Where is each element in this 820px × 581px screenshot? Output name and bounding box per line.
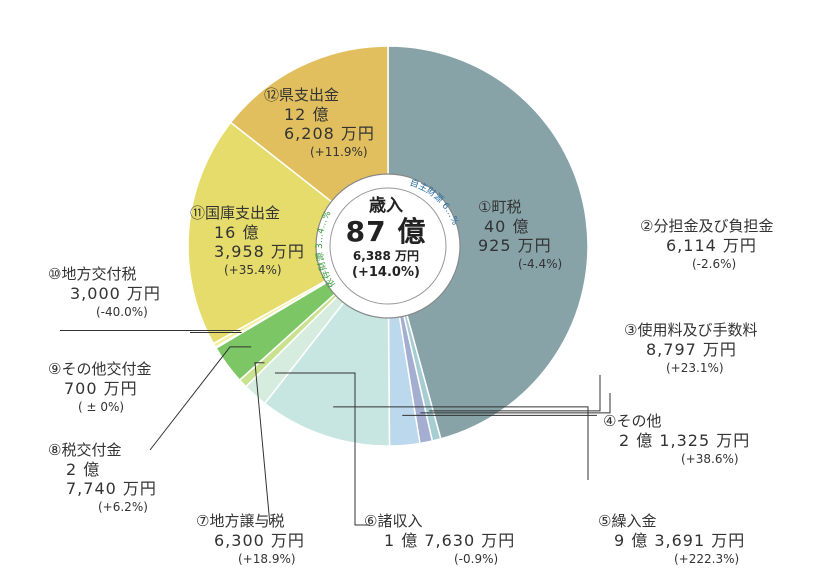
label-local-transfer-tax: ⑦地方譲与税 6,300 万円 (+18.9%) <box>196 512 305 566</box>
label-local-allocation-tax: ⑩地方交付税 3,000 万円 (-40.0%) <box>48 265 161 319</box>
center-total-change: (+14.0%) <box>352 265 420 280</box>
label-prefecture-subsidy: ⑫県支出金 12 億 6,208 万円 (+11.9%) <box>264 86 375 159</box>
leader-line-8 <box>149 346 252 451</box>
label-tax-grant: ⑧税交付金 2 億 7,740 万円 (+6.2%) <box>48 441 157 514</box>
leader-line-2 <box>429 375 601 412</box>
leader-lines <box>60 330 611 526</box>
label-other: ④その他 2 億 1,325 万円 (+38.6%) <box>603 412 751 466</box>
center-inner-ring <box>329 187 447 305</box>
pie-slice-1 <box>387 45 589 440</box>
label-burden: ②分担金及び負担金 6,114 万円 (-2.6%) <box>640 217 774 271</box>
leader-line-7 <box>254 362 271 526</box>
label-misc-income: ⑥諸収入 1 億 7,630 万円 (-0.9%) <box>364 512 516 566</box>
leader-line-6 <box>274 372 370 526</box>
label-transfer: ⑤繰入金 9 億 3,691 万円 (+222.3%) <box>598 512 746 566</box>
center-title: 歳入 <box>369 196 403 216</box>
center-total-sub: 6,388 万円 <box>352 249 420 263</box>
label-town-tax: ①町税 40 億 925 万円 (-4.4%) <box>478 198 563 271</box>
center-total-value: 87 億 <box>345 215 427 248</box>
label-fees: ③使用料及び手数料 8,797 万円 (+23.1%) <box>624 321 758 375</box>
leader-line-3 <box>420 393 611 414</box>
pie-slice-11 <box>187 121 390 345</box>
label-national-subsidy: ⑪国庫支出金 16 億 3,958 万円 (+35.4%) <box>190 204 305 277</box>
leader-line-5 <box>333 406 589 480</box>
label-other-grants: ⑨その他交付金 700 万円 ( ± 0%) <box>48 360 152 414</box>
center-total: 歳入 87 億 6,388 万円 (+14.0%) <box>318 196 454 281</box>
